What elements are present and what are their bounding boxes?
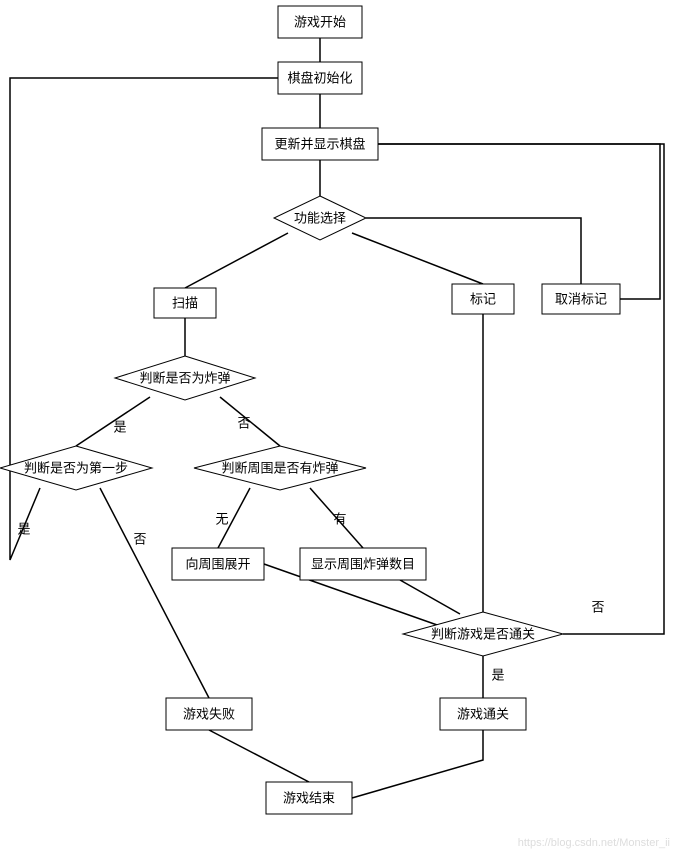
node-label-start: 游戏开始 bbox=[294, 14, 346, 29]
edge-label-nearbomb-showcount: 有 bbox=[333, 511, 346, 526]
node-label-nearbomb: 判断周围是否有炸弹 bbox=[221, 460, 338, 475]
node-label-isfirst: 判断是否为第一步 bbox=[24, 460, 128, 475]
edge-label-isfirst-init: 是 bbox=[17, 521, 30, 536]
edge-funcsel-scan bbox=[185, 233, 288, 288]
edge-isfirst-fail bbox=[100, 488, 209, 698]
node-label-expand: 向周围展开 bbox=[185, 556, 250, 571]
node-label-funcsel: 功能选择 bbox=[294, 210, 346, 225]
flowchart: 是否是否无有否是游戏开始棋盘初始化更新并显示棋盘功能选择扫描标记取消标记判断是否… bbox=[0, 0, 678, 854]
node-label-isclear: 判断游戏是否通关 bbox=[431, 626, 535, 641]
node-label-unmark: 取消标记 bbox=[555, 291, 607, 306]
edge-funcsel-mark bbox=[352, 233, 483, 284]
node-label-pass: 游戏通关 bbox=[457, 706, 509, 721]
node-label-fail: 游戏失败 bbox=[183, 706, 235, 721]
edge-pass-end bbox=[352, 730, 483, 798]
watermark-text: https://blog.csdn.net/Monster_ii bbox=[518, 837, 670, 849]
edge-label-nearbomb-expand: 无 bbox=[215, 511, 228, 526]
edge-label-isclear-refresh: 否 bbox=[591, 599, 604, 614]
edge-label-isbomb-nearbomb: 否 bbox=[237, 415, 250, 430]
edge-isfirst-init bbox=[10, 78, 278, 560]
edge-showcount-isclear bbox=[400, 580, 460, 614]
node-label-showcount: 显示周围炸弹数目 bbox=[311, 556, 415, 571]
edge-label-isfirst-fail: 否 bbox=[133, 531, 146, 546]
node-label-init: 棋盘初始化 bbox=[287, 70, 352, 85]
node-label-isbomb: 判断是否为炸弹 bbox=[139, 370, 230, 385]
edge-fail-end bbox=[209, 730, 309, 782]
node-label-mark: 标记 bbox=[470, 291, 496, 306]
nodes-layer: 游戏开始棋盘初始化更新并显示棋盘功能选择扫描 标记 取消标记判断是否为炸弹判断是否为… bbox=[0, 6, 620, 814]
edge-unmark-refresh bbox=[378, 144, 660, 299]
edge-label-isclear-pass: 是 bbox=[491, 667, 504, 682]
edge-label-isbomb-isfirst: 是 bbox=[113, 419, 126, 434]
node-label-refresh: 更新并显示棋盘 bbox=[274, 136, 365, 151]
node-label-scan: 扫描 bbox=[172, 295, 198, 310]
node-label-end: 游戏结束 bbox=[283, 790, 335, 805]
